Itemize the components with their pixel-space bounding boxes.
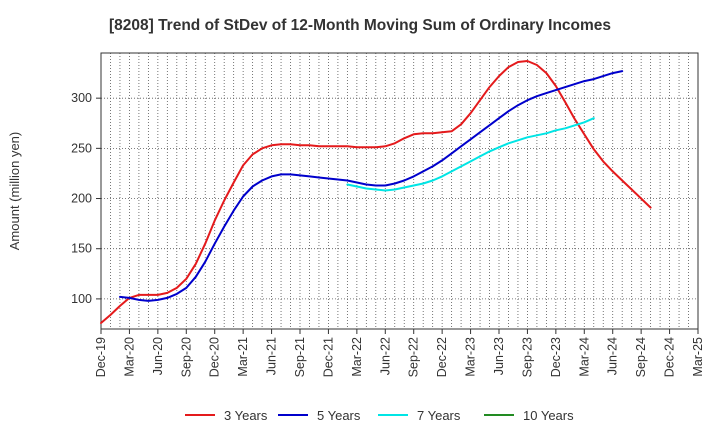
legend-label-7-years: 7 Years — [417, 408, 461, 423]
x-tick-label: Dec-23 — [549, 337, 563, 377]
x-tick-label: Jun-21 — [265, 337, 279, 375]
series-line-3-years — [100, 60, 652, 324]
legend-label-10-years: 10 Years — [523, 408, 574, 423]
x-tick-label: Mar-21 — [236, 337, 250, 377]
x-tick-label: Sep-20 — [179, 337, 193, 377]
y-tick-label: 200 — [71, 192, 92, 206]
x-tick-label: Sep-24 — [634, 337, 648, 377]
y-tick-label: 150 — [71, 242, 92, 256]
x-tick-label: Jun-23 — [492, 337, 506, 375]
x-tick-label: Jun-24 — [606, 337, 620, 375]
legend-label-3-years: 3 Years — [224, 408, 268, 423]
plot-frame — [100, 52, 699, 330]
y-axis-label: Amount (million yen) — [7, 132, 22, 251]
x-tick-label: Mar-22 — [350, 337, 364, 377]
plot-area: 100 150 200 250 300 Dec-19 Mar-20 Jun-20 Sep-20 D… — [71, 52, 705, 377]
x-tick-label: Dec-22 — [435, 337, 449, 377]
x-tick-label: Dec-19 — [94, 337, 108, 377]
x-tick-label: Mar-24 — [577, 337, 591, 377]
x-tick-label: Mar-23 — [464, 337, 478, 377]
x-tick-label: Dec-20 — [208, 337, 222, 377]
legend-label-5-years: 5 Years — [317, 408, 361, 423]
x-tick-label: Dec-24 — [663, 337, 677, 377]
series-line-7-years — [346, 117, 595, 192]
x-tick-label: Jun-20 — [151, 337, 165, 375]
x-tick-label: Sep-23 — [520, 337, 534, 377]
x-tick-label: Sep-21 — [293, 337, 307, 377]
x-tick-label: Mar-20 — [122, 337, 136, 377]
x-tick-label: Mar-25 — [691, 337, 705, 377]
x-tick-label: Sep-22 — [407, 337, 421, 377]
chart-title: [8208] Trend of StDev of 12-Month Moving… — [109, 17, 611, 34]
legend: 3 Years 5 Years 7 Years 10 Years — [185, 408, 574, 423]
x-tick-label: Jun-22 — [378, 337, 392, 375]
y-tick-label: 300 — [71, 91, 92, 105]
x-tick-label: Dec-21 — [321, 337, 335, 377]
series-line-5-years — [119, 70, 624, 302]
y-tick-label: 100 — [71, 292, 92, 306]
y-tick-label: 250 — [71, 141, 92, 155]
